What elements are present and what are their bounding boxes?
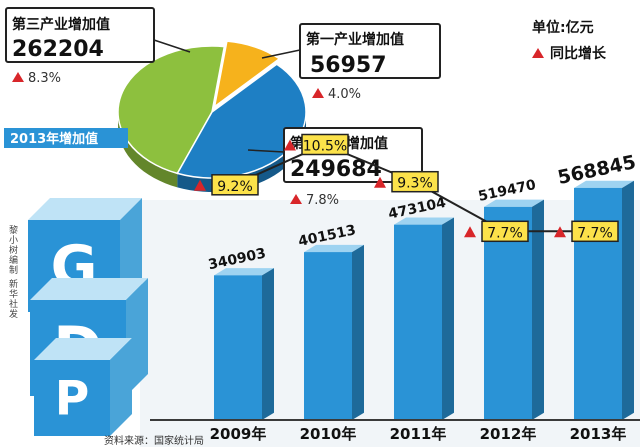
growth-point-3: 7.7% bbox=[464, 220, 529, 243]
pie-slice-secondary-side bbox=[177, 113, 306, 192]
growth-triangle-icon-0 bbox=[194, 179, 206, 191]
growth-label-2: 9.3% bbox=[397, 176, 433, 192]
bar-1: 401513 bbox=[297, 222, 364, 420]
x-tick-label-4: 2013年 bbox=[570, 425, 627, 443]
source-text: 资料来源：国家统计局 bbox=[104, 434, 204, 447]
growth-box-4 bbox=[571, 220, 619, 243]
credit-text: 黎小树编制 新华社发 bbox=[7, 224, 18, 319]
gdp-letter-3: P bbox=[55, 372, 90, 427]
pie-label-tertiary: 第三产业增加值 262204 8.3% bbox=[5, 7, 155, 86]
pie-chart bbox=[117, 40, 307, 192]
pie-title-banner: 2013年增加值 bbox=[4, 128, 128, 148]
x-tick-label-0: 2009年 bbox=[210, 425, 267, 443]
pie-label-primary-name: 第一产业增加值 bbox=[306, 31, 404, 48]
pie-label-primary-value: 56957 bbox=[310, 53, 387, 78]
pie-label-secondary-triangle-icon bbox=[290, 194, 302, 204]
pie-label-secondary-growth: 7.8% bbox=[306, 193, 339, 208]
growth-box-0 bbox=[211, 174, 259, 196]
growth-box-3 bbox=[481, 220, 529, 243]
pie-label-tertiary-growth: 8.3% bbox=[28, 71, 61, 86]
x-tick-label-2: 2011年 bbox=[390, 425, 447, 443]
pie-label-primary-triangle-icon bbox=[312, 88, 324, 98]
legend-triangle-icon bbox=[532, 48, 544, 58]
growth-label-3: 7.7% bbox=[487, 225, 523, 241]
pie-slice-tertiary-side bbox=[118, 109, 178, 188]
pie-title: 2013年增加值 bbox=[10, 131, 98, 147]
growth-point-2: 9.3% bbox=[374, 170, 439, 193]
x-tick-label-3: 2012年 bbox=[480, 425, 537, 443]
pie-slice-tertiary bbox=[117, 45, 226, 175]
growth-label-1: 10.5% bbox=[303, 139, 347, 155]
growth-box-1 bbox=[301, 133, 349, 156]
x-axis-labels: 2009年 2010年 2011年 2012年 2013年 bbox=[210, 425, 627, 443]
leader-line-primary bbox=[261, 49, 301, 59]
growth-triangle-icon-1 bbox=[284, 139, 296, 151]
growth-triangle-icon-4 bbox=[554, 226, 566, 238]
pie-label-tertiary-value: 262204 bbox=[12, 37, 104, 62]
growth-triangle-icon-3 bbox=[464, 226, 476, 238]
growth-box-2 bbox=[391, 170, 439, 193]
pie-label-secondary-value: 249684 bbox=[290, 157, 382, 182]
growth-label-4: 7.7% bbox=[577, 225, 613, 241]
legend-label: 同比增长 bbox=[550, 45, 607, 62]
growth-series: 9.2% 10.5% 9.3% 7.7% 7.7% bbox=[194, 133, 619, 243]
gdp-cube-3: P bbox=[34, 338, 132, 436]
pie-label-tertiary-name: 第三产业增加值 bbox=[12, 16, 110, 33]
bar-0: 340903 bbox=[207, 246, 274, 420]
growth-triangle-icon-2 bbox=[374, 176, 386, 188]
leader-line-tertiary bbox=[153, 39, 191, 53]
pie-label-primary: 第一产业增加值 56957 4.0% bbox=[299, 23, 441, 102]
bar-3: 519470 bbox=[477, 177, 544, 420]
growth-label-0: 9.2% bbox=[217, 179, 253, 195]
unit-label: 单位:亿元 bbox=[532, 19, 594, 36]
pie-label-primary-growth: 4.0% bbox=[328, 87, 361, 102]
growth-point-1: 10.5% bbox=[284, 133, 349, 156]
growth-point-0: 9.2% bbox=[194, 174, 259, 196]
leader-line-secondary bbox=[247, 149, 285, 153]
x-tick-label-1: 2010年 bbox=[300, 425, 357, 443]
gdp-cube-stack: GDP bbox=[28, 198, 148, 436]
pie-label-tertiary-triangle-icon bbox=[12, 72, 24, 82]
growth-point-4: 7.7% bbox=[554, 220, 619, 243]
bar-2: 473104 bbox=[387, 195, 454, 420]
